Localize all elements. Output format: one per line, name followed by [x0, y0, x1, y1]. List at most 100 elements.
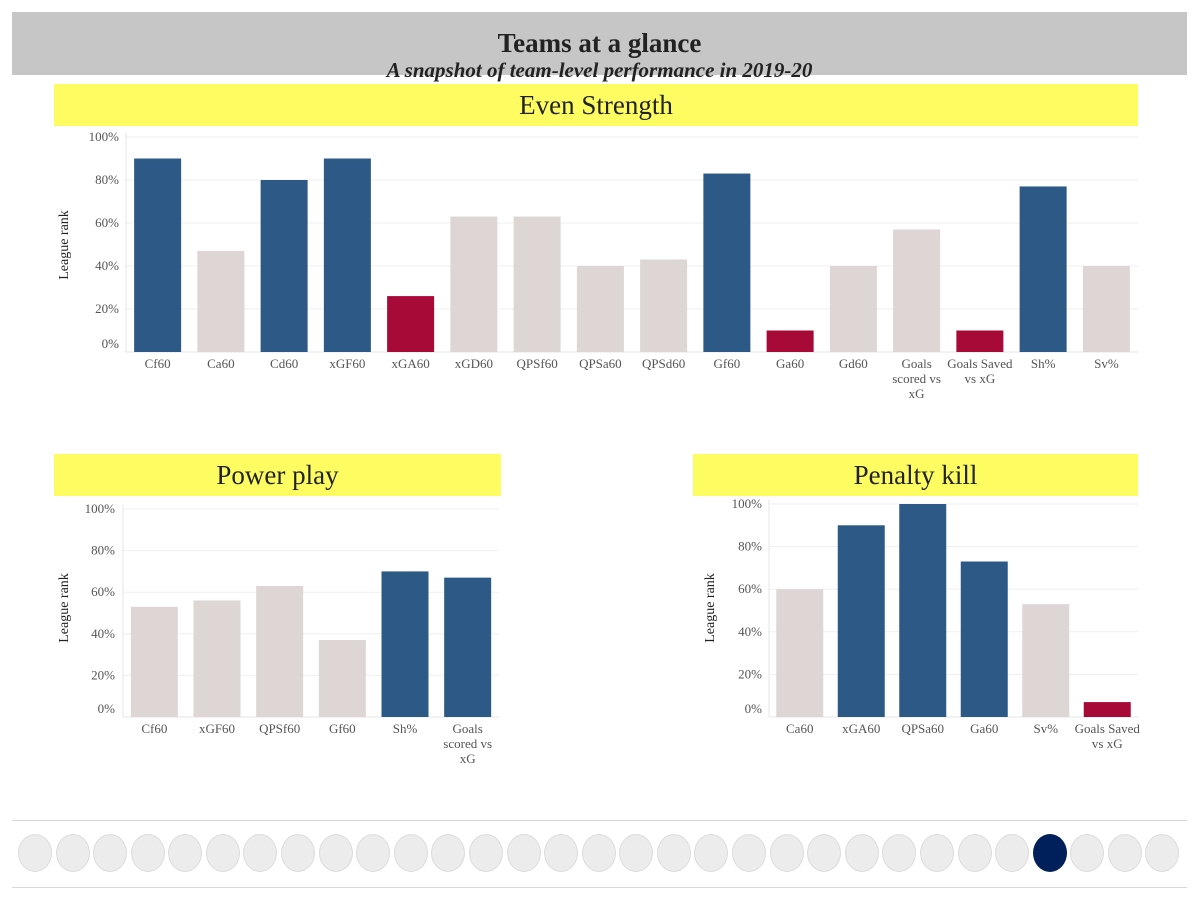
team-logo-icon[interactable] — [281, 834, 316, 872]
bar-goals-scored-vs-xg — [444, 577, 492, 717]
team-logo-icon[interactable] — [356, 834, 391, 872]
x-tick-label: Goals Saved vs xG — [1075, 721, 1141, 751]
bar-ga60 — [960, 561, 1008, 717]
team-logo-icon[interactable] — [1107, 834, 1142, 872]
y-tick-label: 60% — [91, 584, 115, 599]
y-tick-label: 100% — [732, 496, 763, 511]
team-logo-icon[interactable] — [130, 834, 165, 872]
bar-qpsf60 — [513, 216, 561, 352]
bar-gf60 — [318, 640, 366, 717]
penalty-kill-title: Penalty kill — [693, 454, 1138, 496]
team-logo-icon[interactable] — [844, 834, 879, 872]
x-tick-label: Gf60 — [714, 356, 741, 371]
y-tick-label: 40% — [91, 626, 115, 641]
even-strength-title: Even Strength — [54, 84, 1138, 126]
team-logo-icon[interactable] — [393, 834, 428, 872]
x-tick-label: xGA60 — [391, 356, 429, 371]
team-logo-icon[interactable] — [93, 834, 128, 872]
dashboard-title: Teams at a glance — [497, 28, 702, 58]
x-tick-label: Cf60 — [145, 356, 171, 371]
bar-qpsd60 — [640, 259, 688, 352]
x-tick-label: QPSf60 — [517, 356, 558, 371]
team-logo-icon[interactable] — [318, 834, 353, 872]
x-tick-label: QPSa60 — [579, 356, 622, 371]
bar-qpsa60 — [899, 504, 947, 717]
chart-1: 0% 20% 40% 60% 80% 100% League rank Cf60 xGF60 QP… — [57, 501, 499, 766]
bar-cf60 — [130, 606, 178, 717]
team-logo-icon[interactable] — [431, 834, 466, 872]
y-tick-label: 0% — [745, 701, 763, 716]
team-logo-icon[interactable] — [619, 834, 654, 872]
team-logo-icon[interactable] — [468, 834, 503, 872]
y-tick-label: 0% — [98, 701, 116, 716]
team-logo-icon[interactable] — [1145, 834, 1180, 872]
y-tick-label: 80% — [95, 172, 119, 187]
bar-qpsa60 — [576, 266, 624, 352]
dashboard-header: Teams at a glance A snapshot of team-lev… — [12, 12, 1187, 82]
team-logo-icon[interactable] — [205, 834, 240, 872]
x-tick-label: Ga60 — [776, 356, 804, 371]
bar-xga60 — [387, 296, 435, 352]
bar-xga60 — [837, 525, 885, 717]
x-tick-label: Sv% — [1094, 356, 1119, 371]
team-logo-icon[interactable] — [882, 834, 917, 872]
bar-ca60 — [197, 250, 245, 352]
y-tick-label: 80% — [91, 543, 115, 558]
x-tick-label: Cd60 — [270, 356, 298, 371]
x-tick-label: QPSa60 — [901, 721, 944, 736]
y-tick-label: 100% — [89, 129, 120, 144]
team-logo-icon[interactable] — [506, 834, 541, 872]
bar-sv- — [1082, 266, 1130, 352]
team-logo-strip — [12, 820, 1187, 888]
bar-ga60 — [766, 330, 814, 352]
team-logo-icon[interactable] — [995, 834, 1030, 872]
x-tick-label: Ca60 — [207, 356, 234, 371]
team-logo-icon[interactable] — [957, 834, 992, 872]
team-logo-icon[interactable] — [243, 834, 278, 872]
team-logo-icon[interactable] — [544, 834, 579, 872]
team-logo-icon[interactable] — [18, 834, 52, 872]
bar-goals-saved-vs-xg — [956, 330, 1004, 352]
bar-sh- — [381, 571, 429, 717]
x-tick-label: Sv% — [1033, 721, 1058, 736]
x-tick-label: Goals scored vs xG — [892, 356, 941, 401]
bar-ca60 — [776, 589, 824, 717]
x-tick-label: QPSd60 — [642, 356, 685, 371]
y-tick-label: 60% — [738, 581, 762, 596]
team-logo-icon[interactable] — [769, 834, 804, 872]
toronto-maple-leafs-logo-icon[interactable] — [1032, 834, 1067, 872]
chart-0: 0% 20% 40% 60% 80% 100% League rank Cf60 Ca60 Cd6… — [57, 129, 1138, 401]
team-logo-icon[interactable] — [1070, 834, 1105, 872]
team-logo-icon[interactable] — [656, 834, 691, 872]
team-logo-icon[interactable] — [919, 834, 954, 872]
x-tick-label: xGD60 — [455, 356, 493, 371]
team-logo-icon[interactable] — [168, 834, 203, 872]
bar-xgd60 — [450, 216, 498, 352]
y-axis-label: League rank — [703, 573, 718, 643]
y-tick-label: 0% — [102, 336, 120, 351]
bar-sv- — [1022, 604, 1070, 717]
x-tick-label: Gd60 — [839, 356, 868, 371]
y-tick-label: 40% — [95, 258, 119, 273]
team-logo-icon[interactable] — [807, 834, 842, 872]
y-tick-label: 100% — [85, 501, 116, 516]
team-logo-icon[interactable] — [55, 834, 90, 872]
y-tick-label: 60% — [95, 215, 119, 230]
team-logo-icon[interactable] — [581, 834, 616, 872]
team-logo-icon[interactable] — [694, 834, 729, 872]
x-tick-label: xGF60 — [329, 356, 365, 371]
x-tick-label: QPSf60 — [259, 721, 300, 736]
bar-xgf60 — [193, 600, 241, 717]
y-axis-label: League rank — [57, 573, 72, 643]
x-tick-label: Ga60 — [970, 721, 998, 736]
bar-cd60 — [260, 180, 308, 352]
y-tick-label: 40% — [738, 624, 762, 639]
y-tick-label: 80% — [738, 539, 762, 554]
team-logo-icon[interactable] — [732, 834, 767, 872]
y-axis-label: League rank — [57, 210, 72, 280]
bar-sh- — [1019, 186, 1067, 352]
x-tick-label: Cf60 — [141, 721, 167, 736]
bar-xgf60 — [323, 158, 371, 352]
chart-2: 0% 20% 40% 60% 80% 100% League rank Ca60 xGA60 QP… — [703, 496, 1140, 751]
